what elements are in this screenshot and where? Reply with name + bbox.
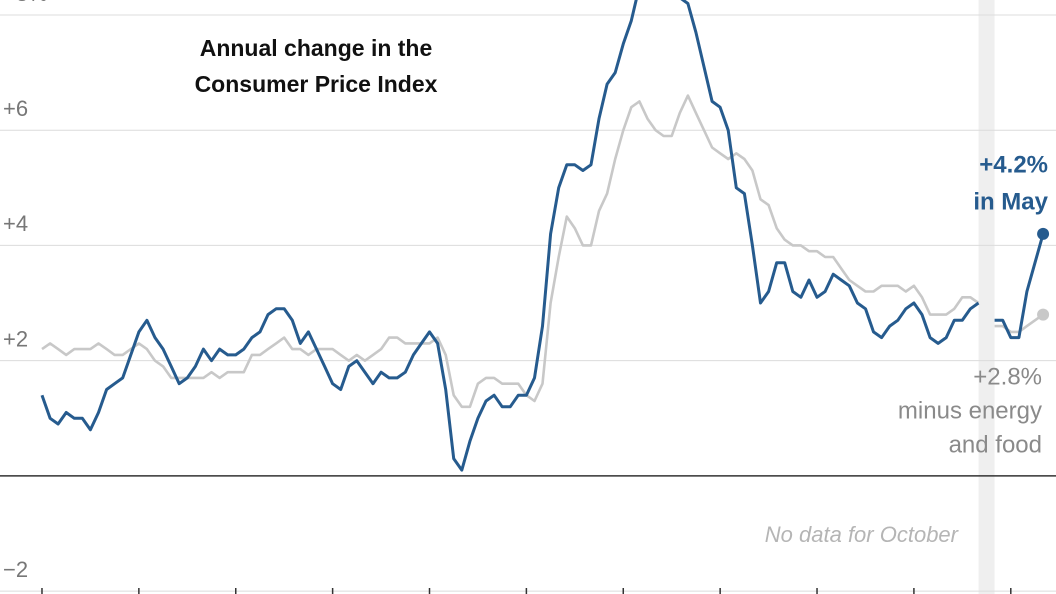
y-tick-label: −2	[3, 557, 28, 582]
series-line	[994, 233, 1045, 340]
series-label: minus energy	[898, 397, 1042, 424]
value-label: +4.2%	[979, 151, 1048, 178]
end-dot	[1037, 308, 1050, 321]
series-label: and food	[949, 431, 1042, 458]
end-dot	[1037, 227, 1050, 240]
y-tick-label: +6	[3, 96, 28, 121]
chart-title: Consumer Price Index	[195, 71, 438, 97]
missing-band	[978, 0, 995, 594]
y-tick-label: +4	[3, 211, 28, 236]
y-tick-label: +2	[3, 326, 28, 351]
series-label: in May	[973, 188, 1048, 215]
y-tick-label: +8%	[3, 0, 48, 6]
missing-note: No data for October	[765, 522, 960, 547]
series-line	[41, 94, 980, 409]
chart-title: Annual change in the	[200, 35, 433, 61]
value-label: +2.8%	[973, 363, 1042, 390]
series-line	[40, 0, 980, 472]
